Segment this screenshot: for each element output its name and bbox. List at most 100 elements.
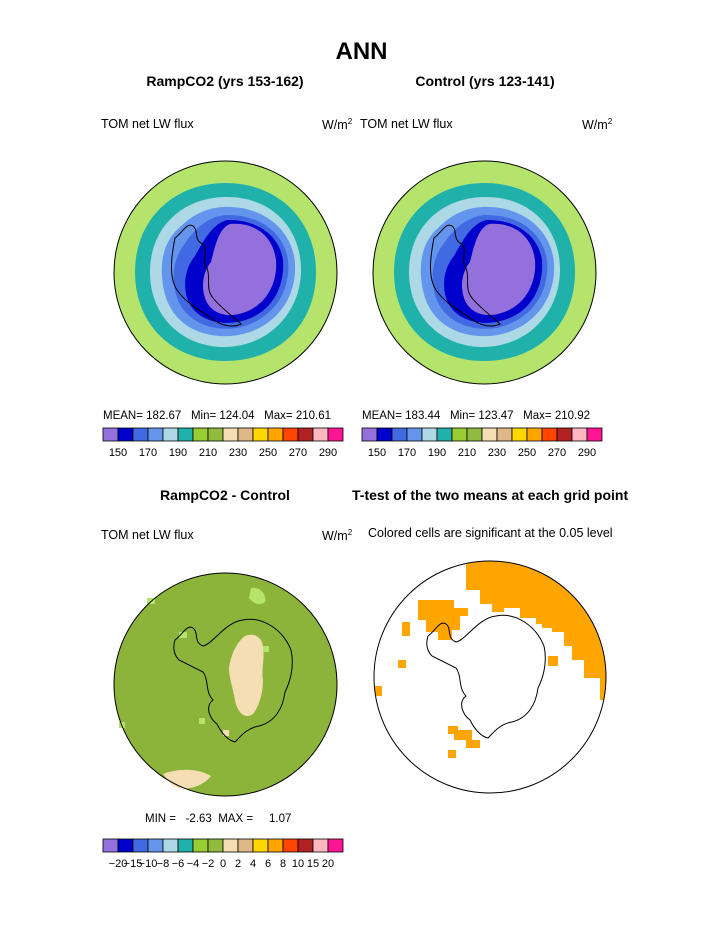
colorbar-main-tick-label: 170 (398, 447, 416, 459)
colorbar-main-swatch (327, 427, 344, 442)
colorbar-main-swatch (391, 427, 408, 442)
map-control (372, 160, 597, 385)
colorbar-main-swatch (361, 427, 378, 442)
colorbar-main-tick-label: 250 (259, 447, 277, 459)
colorbar-main-swatch (117, 427, 134, 442)
colorbar-diff-swatch (132, 838, 149, 853)
colorbar-diff-tick-label: 0 (220, 858, 226, 870)
colorbar-main-swatch (132, 427, 149, 442)
colorbar-main-swatch (237, 427, 254, 442)
colorbar-main-swatch (496, 427, 513, 442)
colorbar-diff-tick-label: −4 (187, 858, 200, 870)
colorbar-main-tick-label: 150 (368, 447, 386, 459)
colorbar-main-swatch (297, 427, 314, 442)
colorbar-main-tick-label: 190 (428, 447, 446, 459)
colorbar-main-swatch (376, 427, 393, 442)
colorbar-diff-tick-label: 6 (265, 858, 271, 870)
colorbar-main-tick-label: 230 (488, 447, 506, 459)
colorbar-main-swatch (526, 427, 543, 442)
map-rampco2-fill (114, 161, 337, 384)
panel-rampco2-units: W/m2 (322, 117, 353, 133)
colorbar-main-tick-label: 250 (518, 447, 536, 459)
panel-diff-title: RampCO2 - Control (160, 487, 290, 503)
panel-diff-stats: MIN = -2.63 MAX = 1.07 (145, 813, 292, 825)
map-ttest (373, 560, 607, 794)
colorbar-diff-tick-label: 15 (307, 858, 319, 870)
colorbar-main-tick-label: 150 (109, 447, 127, 459)
colorbar-diff-tick-label: −8 (157, 858, 170, 870)
colorbar-main-swatch (177, 427, 194, 442)
colorbar-diff-tick-label: −20 (109, 858, 128, 870)
colorbar-main-swatch (406, 427, 423, 442)
colorbar-diff-swatch (237, 838, 254, 853)
colorbar-main-swatch (466, 427, 483, 442)
colorbar-diff-swatch (282, 838, 299, 853)
colorbar-main-swatch (481, 427, 498, 442)
colorbar-diff-swatch (102, 838, 119, 853)
colorbar-main-tick-label: 230 (229, 447, 247, 459)
colorbar-diff-tick-label: −10 (139, 858, 158, 870)
colorbar-diff-swatch (147, 838, 164, 853)
colorbar-difference: −20−15−10 −8 −6 −4 −2 0 2 4 6 8 10 15 20 (102, 838, 344, 870)
colorbar-main-swatch (451, 427, 468, 442)
colorbar-diff-swatch (312, 838, 329, 853)
map-difference-fill (114, 573, 337, 796)
map-rampco2 (113, 160, 338, 385)
colorbar-diff-swatch (267, 838, 284, 853)
colorbar-main-tick-label: 290 (578, 447, 596, 459)
panel-rampco2-stats: MEAN= 182.67 Min= 124.04 Max= 210.61 (103, 410, 332, 422)
panel-control-title: Control (yrs 123-141) (415, 73, 555, 89)
map-control-fill (373, 161, 596, 384)
colorbar-diff-tick-label: −15 (124, 858, 143, 870)
colorbar-rampco2: 150 170 190 210 230 250 270 290 (102, 427, 344, 459)
colorbar-diff-swatch (222, 838, 239, 853)
colorbar-main-tick-label: 190 (169, 447, 187, 459)
panel-control-units: W/m2 (582, 117, 613, 133)
map-difference (113, 572, 338, 797)
colorbar-diff-tick-label: −6 (172, 858, 185, 870)
colorbar-diff-swatch (297, 838, 314, 853)
colorbar-diff-tick-label: −2 (202, 858, 215, 870)
colorbar-main-swatch (192, 427, 209, 442)
colorbar-main-tick-label: 170 (139, 447, 157, 459)
colorbar-main-swatch (162, 427, 179, 442)
panel-ttest-note: Colored cells are significant at the 0.0… (368, 526, 613, 540)
panel-control-stats: MEAN= 183.44 Min= 123.47 Max= 210.92 (362, 410, 591, 422)
colorbar-main-tick-label: 210 (458, 447, 476, 459)
colorbar-diff-swatch (117, 838, 134, 853)
colorbar-diff-swatch (192, 838, 209, 853)
colorbar-diff-swatch (252, 838, 269, 853)
colorbar-diff-tick-label: 20 (322, 858, 334, 870)
colorbar-main-swatch (282, 427, 299, 442)
colorbar-main-swatch (556, 427, 573, 442)
colorbar-main-swatch (421, 427, 438, 442)
colorbar-main-swatch (312, 427, 329, 442)
colorbar-main-tick-label: 210 (199, 447, 217, 459)
colorbar-diff-tick-label: 4 (250, 858, 256, 870)
colorbar-main-swatch (222, 427, 239, 442)
colorbar-diff-tick-label: 10 (292, 858, 304, 870)
panel-rampco2-title: RampCO2 (yrs 153-162) (146, 73, 304, 89)
colorbar-control: 150 170 190 210 230 250 270 290 (361, 427, 603, 459)
colorbar-diff-swatch (162, 838, 179, 853)
colorbar-main-swatch (102, 427, 119, 442)
colorbar-main-tick-label: 270 (548, 447, 566, 459)
colorbar-main-tick-label: 270 (289, 447, 307, 459)
colorbar-main-swatch (252, 427, 269, 442)
colorbar-main-swatch (571, 427, 588, 442)
panel-control-variable: TOM net LW flux (360, 117, 453, 131)
panel-ttest-title: T-test of the two means at each grid poi… (352, 487, 629, 503)
colorbar-main-swatch (436, 427, 453, 442)
panel-diff-units: W/m2 (322, 528, 353, 544)
panel-rampco2-variable: TOM net LW flux (101, 117, 194, 131)
colorbar-main-swatch (541, 427, 558, 442)
colorbar-main-swatch (147, 427, 164, 442)
colorbar-diff-swatch (177, 838, 194, 853)
page-title: ANN (335, 38, 388, 65)
panel-diff-variable: TOM net LW flux (101, 528, 194, 542)
colorbar-diff-swatch (207, 838, 224, 853)
colorbar-main-swatch (267, 427, 284, 442)
colorbar-diff-tick-label: 2 (235, 858, 241, 870)
colorbar-main-swatch (511, 427, 528, 442)
colorbar-main-tick-label: 290 (319, 447, 337, 459)
